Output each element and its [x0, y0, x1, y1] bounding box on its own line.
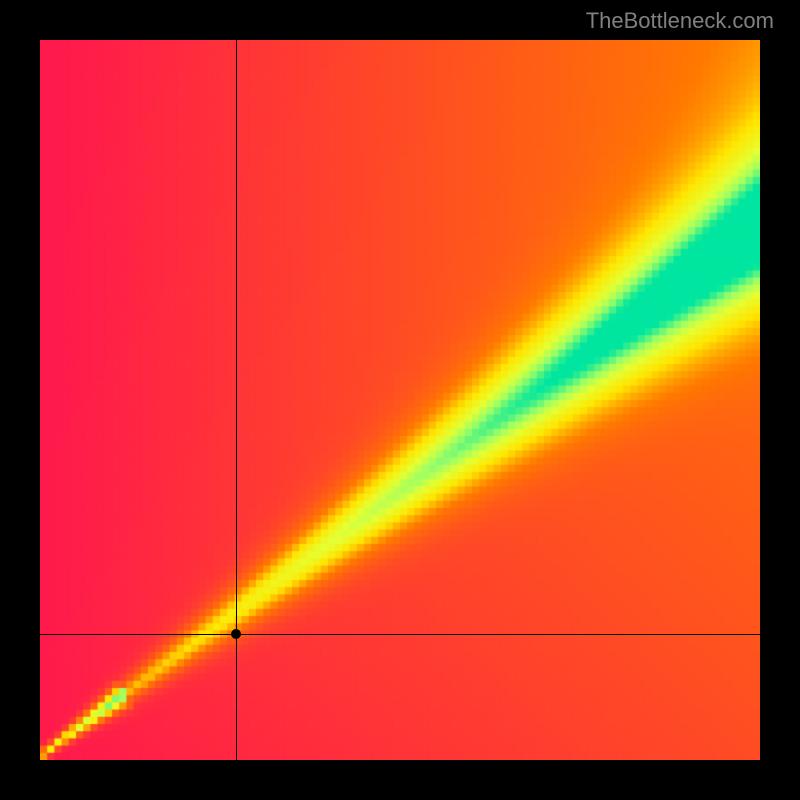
bottleneck-heatmap [40, 40, 760, 760]
crosshair-vertical-line [236, 40, 237, 760]
heatmap-canvas [40, 40, 760, 760]
watermark-text: TheBottleneck.com [586, 8, 774, 34]
crosshair-intersection-point [231, 629, 241, 639]
crosshair-horizontal-line [40, 634, 760, 635]
